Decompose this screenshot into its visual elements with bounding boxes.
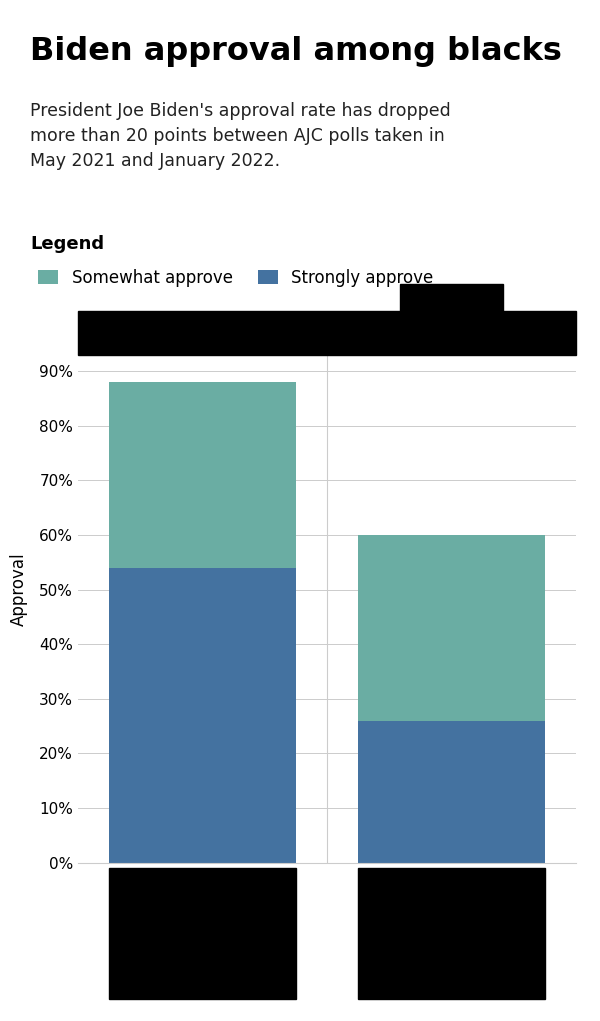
Bar xyxy=(358,868,545,1000)
Bar xyxy=(109,868,296,1000)
Bar xyxy=(400,284,503,311)
Text: President Joe Biden's approval rate has dropped
more than 20 points between AJC : President Joe Biden's approval rate has … xyxy=(30,102,451,171)
Bar xyxy=(109,382,296,568)
Bar xyxy=(78,311,576,354)
Text: Legend: Legend xyxy=(30,235,104,253)
Bar xyxy=(358,721,545,863)
Y-axis label: Approval: Approval xyxy=(10,552,28,627)
Legend: Somewhat approve, Strongly approve: Somewhat approve, Strongly approve xyxy=(38,269,433,287)
Text: Biden approval among blacks: Biden approval among blacks xyxy=(30,36,562,66)
Bar xyxy=(109,568,296,863)
Bar xyxy=(358,535,545,721)
